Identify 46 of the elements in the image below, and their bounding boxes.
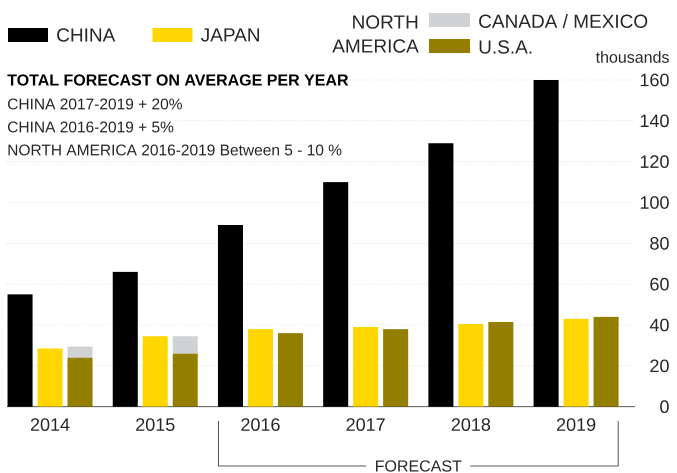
annotation: CHINA 2016-2019 + 5% [8, 122, 174, 132]
y-tick-label: 60 [650, 278, 669, 291]
legend-label: U.S.A. [480, 40, 532, 54]
y-tick-label: 20 [650, 359, 669, 372]
legend-label: CHINA [57, 28, 116, 42]
y-tick-label: 80 [650, 236, 669, 250]
y-tick-label: 140 [640, 114, 669, 128]
bar [172, 354, 198, 407]
bar [353, 327, 378, 407]
bar [112, 272, 138, 407]
bar [534, 80, 559, 407]
bar [172, 336, 198, 354]
y-tick-label: 0 [660, 400, 669, 414]
x-tick-label: 2019 [556, 418, 596, 431]
x-tick-label: 2015 [136, 418, 175, 431]
bar [428, 143, 454, 407]
bar [142, 336, 168, 407]
y-tick-label: 40 [650, 318, 669, 332]
legend-label: JAPAN [201, 28, 260, 42]
text: FORECAST [376, 460, 462, 472]
legend-label: CANADA / MEXICO [479, 14, 648, 28]
y-axis-title: thousands [596, 51, 669, 63]
bar [68, 346, 93, 358]
bar [323, 182, 348, 407]
bar [383, 329, 408, 407]
y-tick-label: 160 [640, 74, 669, 86]
x-tick-label: 2016 [241, 418, 280, 431]
bar [68, 358, 93, 407]
bar [594, 316, 619, 407]
x-tick-label: 2014 [30, 418, 70, 431]
bar [8, 294, 33, 407]
annotation: CHINA 2017-2019 + 20% [8, 98, 182, 110]
bar [458, 324, 484, 407]
bar [488, 322, 514, 407]
bar [564, 318, 589, 407]
chart-title: TOTAL FORECAST ON AVERAGE PER YEAR [7, 74, 348, 86]
x-tick-label: 2017 [346, 418, 385, 431]
annotation: NORTH AMERICA 2016-2019 Between 5 - 10 % [8, 144, 342, 156]
bar [248, 329, 273, 407]
x-tick-label: 2018 [452, 418, 490, 431]
y-tick-label: 120 [640, 155, 669, 168]
legend-title: NORTH AMERICA [332, 15, 419, 53]
bar [38, 348, 63, 407]
bar [218, 224, 243, 407]
y-tick-label: 100 [640, 196, 669, 209]
bar [278, 333, 303, 407]
